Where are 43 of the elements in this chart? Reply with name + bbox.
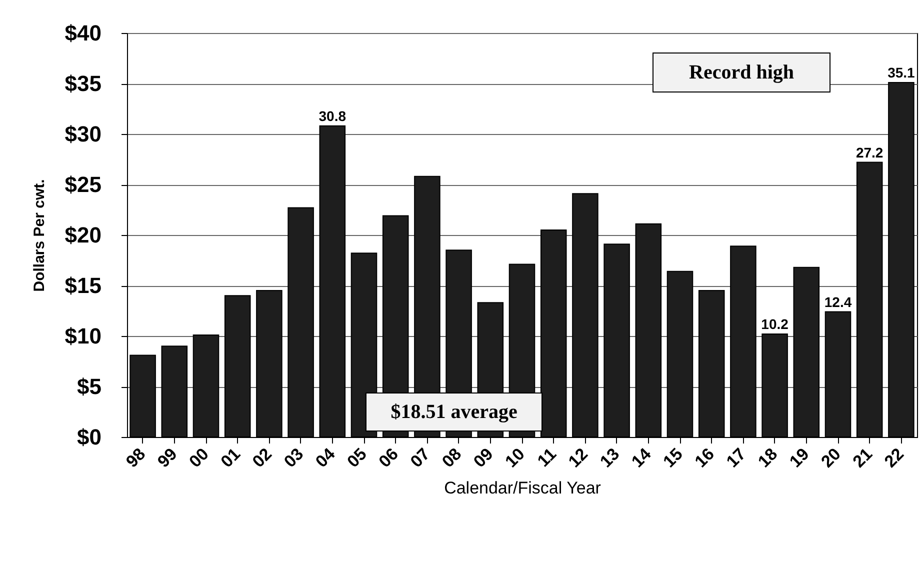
x-tick-label: 04 [312,444,340,472]
x-tick-label: 00 [186,444,212,472]
x-tick-label: 18 [754,444,782,472]
x-axis-title: Calendar/Fiscal Year [444,478,602,498]
x-tick-label: 09 [470,444,497,472]
x-tick-label: 19 [786,444,813,472]
x-tick-label: 15 [660,444,686,472]
data-label: 30.8 [318,108,346,124]
y-tick-label: $25 [64,172,102,197]
y-tick-label: $35 [64,71,102,96]
x-tick-label: 20 [818,444,844,472]
x-tick-label: 12 [564,444,592,472]
x-tick-label: 06 [375,444,402,472]
y-tick-label: $15 [64,273,102,298]
data-label: 27.2 [856,144,884,160]
x-tick-label: 08 [438,444,466,472]
y-tick-label: $20 [64,222,102,248]
y-tick-label: $30 [64,122,102,146]
annotation: Record high [689,62,794,84]
x-tick-label: 02 [248,444,276,472]
x-tick-label: 16 [691,444,718,472]
x-tick-label: 01 [217,444,244,472]
x-tick-label: 22 [880,444,908,472]
annotation: $18.51 average [390,401,518,423]
x-tick-label: 99 [154,444,181,472]
x-tick-label: 21 [849,444,876,472]
x-tick-label: 10 [502,444,528,472]
data-label: 10.2 [761,316,789,332]
y-tick-label: $40 [64,20,102,46]
y-tick-label: $10 [64,324,102,348]
x-tick-label: 98 [122,444,150,472]
x-tick-label: 13 [596,444,624,472]
y-axis-title: Dollars Per cwt. [30,179,48,292]
x-tick-label: 05 [344,444,370,472]
x-tick-label: 14 [628,444,656,472]
x-tick-label: 07 [406,444,434,472]
data-label: 12.4 [824,294,852,310]
data-label: 35.1 [888,64,916,80]
y-tick-label: $0 [77,424,102,450]
x-tick-label: 11 [534,444,560,471]
x-tick-label: 17 [722,444,750,472]
x-tick-label: 03 [280,444,308,472]
y-tick-label: $5 [77,374,102,399]
